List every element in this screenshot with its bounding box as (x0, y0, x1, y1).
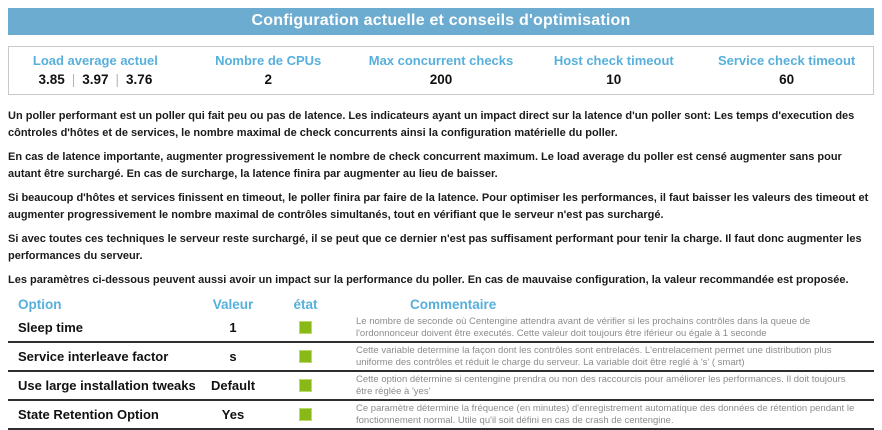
service-timeout-label: Service check timeout (717, 53, 856, 68)
option-name: Use large installation tweaks (18, 378, 196, 393)
status-ok-icon (299, 350, 312, 363)
page-title: Configuration actuelle et conseils d'opt… (8, 8, 874, 35)
current-config-summary-table: Load average actuel 3.85 | 3.97 | 3.76 Nombr… (8, 46, 874, 95)
advice-paragraphs: Un poller performant est un poller qui f… (8, 108, 874, 289)
status-ok-icon (299, 321, 312, 334)
option-comment: Cette variable determine la façon dont l… (356, 345, 832, 368)
summary-col-max-checks: Max concurrent checks 200 (355, 53, 528, 87)
comment-column-header: Commentaire (410, 297, 497, 312)
option-comment: Le nombre de seconde où Centengine atten… (356, 316, 811, 339)
summary-col-load-average: Load average actuel 3.85 | 3.97 | 3.76 (9, 53, 182, 87)
cpus-label: Nombre de CPUs (215, 53, 322, 68)
summary-col-host-timeout: Host check timeout 10 (527, 53, 700, 87)
load-average-value: 3.85 | 3.97 | 3.76 (9, 72, 182, 87)
table-row: Service interleave factor s Cette variab… (8, 343, 874, 372)
load-average-label: Load average actuel (32, 53, 158, 68)
summary-col-service-timeout: Service check timeout 60 (700, 53, 873, 87)
option-state (263, 350, 348, 363)
max-checks-value: 200 (429, 72, 453, 87)
advice-paragraph: Un poller performant est un poller qui f… (8, 110, 855, 139)
load-15min: 3.76 (126, 72, 153, 87)
cpus-value: 2 (264, 72, 272, 87)
host-timeout-value: 10 (606, 72, 622, 87)
advice-paragraph: Les paramètres ci-dessous peuvent aussi … (8, 274, 849, 286)
pipe-separator: | (115, 72, 120, 87)
advice-paragraph: Si beaucoup d'hôtes et services finissen… (8, 192, 869, 221)
option-column-header: Option (18, 297, 62, 312)
option-state (263, 379, 348, 392)
option-value: s (229, 349, 237, 364)
summary-col-cpus: Nombre de CPUs 2 (182, 53, 355, 87)
table-row: Use large installation tweaks Default Ce… (8, 372, 874, 401)
max-checks-label: Max concurrent checks (368, 53, 514, 68)
pipe-separator: | (71, 72, 76, 87)
option-name: Service interleave factor (18, 349, 169, 364)
table-row: Sleep time 1 Le nombre de seconde où Cen… (8, 314, 874, 343)
option-value: Default (210, 378, 256, 393)
value-column-header: Valeur (212, 297, 254, 312)
load-1min: 3.85 (38, 72, 65, 87)
status-ok-icon (299, 379, 312, 392)
load-5min: 3.97 (82, 72, 109, 87)
table-row: State Retention Option Yes Ce paramètre … (8, 401, 874, 430)
option-name: Sleep time (18, 320, 84, 335)
options-table-header: Option Valeur état Commentaire (8, 297, 874, 312)
advice-paragraph: En cas de latence importante, augmenter … (8, 151, 842, 180)
option-state (263, 321, 348, 334)
option-value: 1 (229, 320, 237, 335)
service-timeout-value: 60 (779, 72, 795, 87)
host-timeout-label: Host check timeout (553, 53, 674, 68)
option-comment: Cette option détermine si centengine pre… (356, 374, 846, 397)
state-column-header: état (293, 297, 318, 312)
advice-paragraph: Si avec toutes ces techniques le serveur… (8, 233, 862, 262)
options-table: Option Valeur état Commentaire Sleep tim… (8, 297, 874, 430)
